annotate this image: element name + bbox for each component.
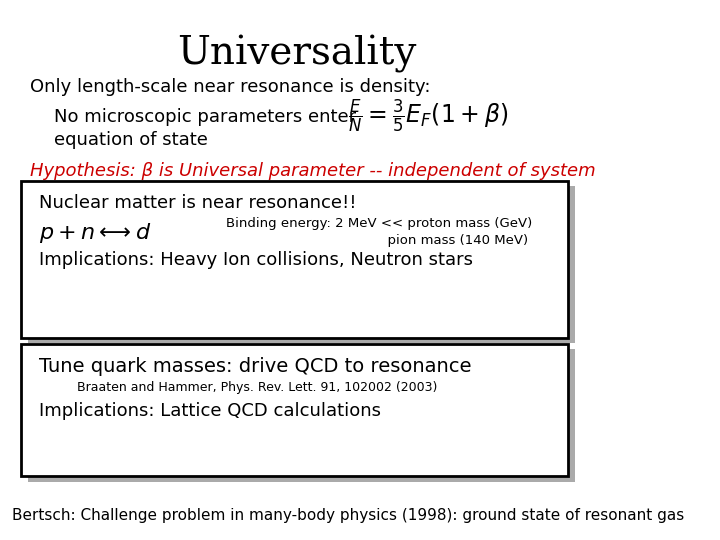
FancyBboxPatch shape: [21, 181, 568, 338]
Text: equation of state: equation of state: [53, 131, 207, 149]
Text: pion mass (140 MeV): pion mass (140 MeV): [226, 234, 528, 247]
Text: Nuclear matter is near resonance!!: Nuclear matter is near resonance!!: [39, 194, 356, 212]
Text: Binding energy: 2 MeV << proton mass (GeV): Binding energy: 2 MeV << proton mass (Ge…: [226, 217, 532, 230]
FancyBboxPatch shape: [28, 186, 575, 343]
Text: Bertsch: Challenge problem in many-body physics (1998): ground state of resonant: Bertsch: Challenge problem in many-body …: [12, 508, 684, 523]
Text: No microscopic parameters enter: No microscopic parameters enter: [53, 108, 356, 126]
Text: Implications: Lattice QCD calculations: Implications: Lattice QCD calculations: [39, 402, 381, 420]
Text: Implications: Heavy Ion collisions, Neutron stars: Implications: Heavy Ion collisions, Neut…: [39, 251, 472, 269]
Text: $\frac{E}{N} = \frac{3}{5}E_F(1+\beta)$: $\frac{E}{N} = \frac{3}{5}E_F(1+\beta)$: [348, 97, 508, 135]
Text: $p + n \longleftrightarrow d$: $p + n \longleftrightarrow d$: [39, 221, 151, 245]
Text: Tune quark masses: drive QCD to resonance: Tune quark masses: drive QCD to resonanc…: [39, 357, 471, 376]
FancyBboxPatch shape: [21, 344, 568, 476]
Text: Only length-scale near resonance is density:: Only length-scale near resonance is dens…: [30, 78, 431, 96]
FancyBboxPatch shape: [28, 349, 575, 482]
Text: Universality: Universality: [178, 35, 417, 73]
Text: Braaten and Hammer, Phys. Rev. Lett. 91, 102002 (2003): Braaten and Hammer, Phys. Rev. Lett. 91,…: [77, 381, 438, 394]
Text: Hypothesis: β is Universal parameter -- independent of system: Hypothesis: β is Universal parameter -- …: [30, 162, 595, 180]
